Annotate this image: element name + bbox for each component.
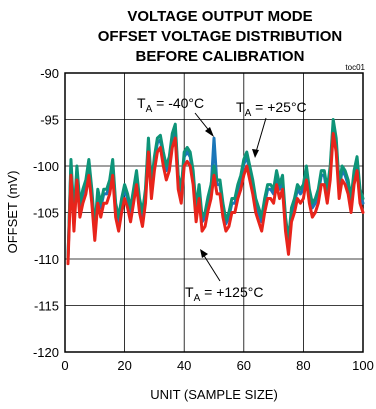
series-line-2 (66, 131, 365, 266)
y-tick-label: -100 (33, 159, 59, 174)
x-tick-label: 60 (237, 358, 251, 373)
series-line-1 (66, 118, 365, 261)
label-plus25: TA = +25°C (236, 99, 307, 119)
grid (64, 72, 364, 353)
x-tick-label: 100 (352, 358, 374, 373)
y-tick-labels: -90 -95 -100 -105 -110 -115 -120 (33, 66, 59, 360)
y-tick-label: -115 (34, 299, 59, 314)
x-tick-label: 20 (117, 358, 131, 373)
x-axis-label: UNIT (SAMPLE SIZE) (150, 387, 278, 402)
arrow-plus125 (202, 253, 221, 282)
arrowhead-minus40 (205, 127, 214, 137)
x-tick-labels: 0 20 40 60 80 100 (61, 358, 373, 373)
label-plus125: TA = +125°C (185, 284, 263, 304)
y-tick-label: -90 (40, 66, 59, 81)
figure-note: toc01 (345, 63, 365, 72)
y-tick-label: -120 (33, 345, 59, 360)
chart-title-line-1: VOLTAGE OUTPUT MODE (127, 8, 312, 25)
series-lines (66, 118, 365, 266)
arrowhead-plus25 (252, 149, 259, 158)
y-tick-label: -95 (40, 113, 59, 128)
chart-title-line-2: OFFSET VOLTAGE DISTRIBUTION (98, 28, 342, 45)
y-tick-label: -110 (34, 252, 59, 267)
label-minus40: TA = -40°C (137, 95, 204, 115)
annotation-minus40: TA = -40°C (137, 95, 214, 137)
annotation-plus25: TA = +25°C (236, 99, 307, 158)
arrow-plus25 (255, 117, 267, 153)
y-tick-label: -105 (33, 206, 59, 221)
chart-title-line-3: BEFORE CALIBRATION (136, 48, 305, 65)
x-tick-label: 40 (177, 358, 191, 373)
arrowhead-plus125 (200, 249, 208, 258)
x-tick-label: 80 (296, 358, 310, 373)
annotation-plus125: TA = +125°C (185, 249, 263, 304)
y-axis-label: OFFSET (mV) (5, 171, 20, 254)
x-tick-label: 0 (61, 358, 68, 373)
